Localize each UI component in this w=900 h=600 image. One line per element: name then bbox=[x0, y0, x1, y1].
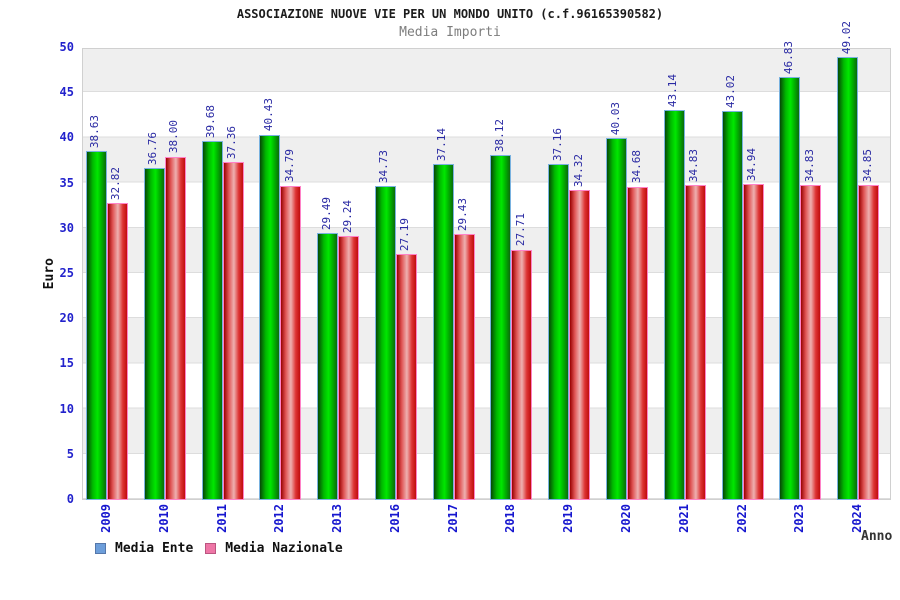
media-nazionale-swatch-icon bbox=[205, 543, 217, 554]
value-label-media-ente-2011: 39.68 bbox=[204, 105, 217, 139]
bar-media-nazionale-2018 bbox=[511, 249, 533, 500]
x-tick-2012: 2012 bbox=[272, 504, 287, 533]
value-label-media-nazionale-2024: 34.85 bbox=[860, 148, 874, 182]
bar-media-ente-2022 bbox=[721, 111, 743, 500]
y-tick-10: 10 bbox=[59, 401, 74, 416]
bar-media-nazionale-2021 bbox=[684, 185, 706, 500]
legend-item-media-ente: Media Ente bbox=[95, 541, 193, 556]
bar-media-nazionale-2019 bbox=[569, 189, 591, 500]
value-label-media-ente-2022: 43.02 bbox=[724, 74, 737, 109]
x-tick-2011: 2011 bbox=[214, 504, 229, 533]
bar-media-ente-2017 bbox=[432, 164, 454, 500]
bar-media-ente-2012 bbox=[259, 134, 281, 500]
value-label-media-nazionale-2013: 29.24 bbox=[340, 199, 354, 233]
bar-media-ente-2016 bbox=[374, 186, 396, 500]
x-tick-2009: 2009 bbox=[98, 504, 113, 533]
y-tick-45: 45 bbox=[59, 85, 74, 100]
bar-media-nazionale-2012 bbox=[280, 185, 302, 500]
value-label-media-nazionale-2022: 34.94 bbox=[745, 147, 758, 182]
x-tick-2013: 2013 bbox=[330, 504, 344, 533]
x-tick-2016: 2016 bbox=[387, 504, 402, 533]
y-tick-35: 35 bbox=[59, 175, 74, 190]
x-tick-2023: 2023 bbox=[792, 504, 807, 533]
bar-media-nazionale-2013 bbox=[338, 235, 359, 500]
bar-media-nazionale-2024 bbox=[858, 185, 880, 500]
value-label-media-ente-2009: 38.63 bbox=[88, 114, 102, 148]
legend-label: Media Ente bbox=[115, 541, 194, 556]
value-label-media-ente-2019: 37.16 bbox=[550, 127, 564, 162]
x-tick-2021: 2021 bbox=[676, 504, 691, 533]
media-ente-swatch-icon bbox=[95, 543, 106, 554]
x-tick-2010: 2010 bbox=[156, 504, 171, 533]
bar-media-nazionale-2017 bbox=[453, 234, 475, 500]
y-tick-50: 50 bbox=[59, 40, 74, 54]
value-label-media-ente-2010: 36.76 bbox=[146, 131, 160, 165]
bar-media-ente-2024 bbox=[837, 56, 859, 500]
x-tick-2020: 2020 bbox=[619, 504, 633, 533]
bar-media-nazionale-2009 bbox=[106, 203, 128, 500]
value-label-media-ente-2017: 37.14 bbox=[435, 128, 449, 162]
value-label-media-ente-2023: 46.83 bbox=[781, 40, 795, 74]
bar-media-nazionale-2010 bbox=[164, 156, 186, 500]
legend-item-media-nazionale: Media Nazionale bbox=[205, 541, 343, 556]
bar-media-ente-2011 bbox=[201, 141, 223, 500]
value-label-media-nazionale-2019: 34.32 bbox=[571, 153, 585, 187]
value-label-media-ente-2021: 43.14 bbox=[666, 73, 680, 107]
bar-media-ente-2009 bbox=[85, 150, 107, 500]
value-label-media-nazionale-2021: 34.83 bbox=[687, 148, 701, 183]
y-axis-label: Euro bbox=[42, 258, 57, 290]
chart-title: ASSOCIAZIONE NUOVE VIE PER UN MONDO UNIT… bbox=[236, 7, 664, 21]
value-label-media-nazionale-2010: 38.00 bbox=[167, 120, 181, 154]
x-tick-2017: 2017 bbox=[445, 504, 460, 533]
value-label-media-ente-2016: 34.73 bbox=[377, 149, 391, 183]
legend-label: Media Nazionale bbox=[225, 541, 343, 556]
bar-media-nazionale-2022 bbox=[742, 184, 764, 500]
value-label-media-nazionale-2017: 29.43 bbox=[456, 197, 470, 231]
value-label-media-nazionale-2009: 32.82 bbox=[109, 167, 123, 201]
value-label-media-ente-2024: 49.02 bbox=[839, 20, 853, 54]
bar-media-nazionale-2020 bbox=[627, 186, 648, 500]
x-tick-2022: 2022 bbox=[734, 504, 749, 533]
y-tick-40: 40 bbox=[59, 130, 74, 145]
bar-media-nazionale-2016 bbox=[395, 254, 417, 500]
bar-media-nazionale-2023 bbox=[800, 185, 822, 500]
value-label-media-nazionale-2012: 34.79 bbox=[282, 149, 296, 183]
x-tick-2018: 2018 bbox=[503, 504, 518, 533]
value-label-media-nazionale-2011: 37.36 bbox=[225, 126, 238, 160]
y-tick-30: 30 bbox=[59, 220, 74, 235]
y-tick-15: 15 bbox=[59, 356, 74, 371]
value-label-media-nazionale-2023: 34.83 bbox=[802, 148, 816, 183]
bar-media-ente-2013 bbox=[317, 233, 338, 500]
legend: Media Ente Media Nazionale bbox=[95, 541, 343, 556]
chart-subtitle: Media Importi bbox=[399, 25, 501, 40]
x-axis-label: Anno bbox=[861, 529, 893, 544]
bar-media-ente-2023 bbox=[779, 76, 801, 500]
y-tick-0: 0 bbox=[66, 492, 74, 506]
bar-media-nazionale-2011 bbox=[222, 162, 244, 500]
y-tick-20: 20 bbox=[59, 311, 74, 326]
y-tick-25: 25 bbox=[59, 266, 74, 280]
bar-media-ente-2018 bbox=[490, 155, 512, 500]
x-tick-2019: 2019 bbox=[561, 504, 576, 533]
value-label-media-ente-2020: 40.03 bbox=[608, 101, 622, 136]
value-label-media-ente-2012: 40.43 bbox=[261, 98, 275, 132]
value-label-media-nazionale-2020: 34.68 bbox=[629, 150, 643, 184]
value-label-media-ente-2018: 38.12 bbox=[492, 119, 506, 153]
bar-media-ente-2021 bbox=[663, 110, 685, 500]
bar-media-ente-2019 bbox=[548, 164, 570, 500]
bar-media-ente-2010 bbox=[143, 167, 165, 500]
bar-media-ente-2020 bbox=[606, 138, 627, 500]
value-label-media-nazionale-2018: 27.71 bbox=[513, 213, 527, 247]
y-tick-5: 5 bbox=[66, 446, 74, 461]
value-label-media-ente-2013: 29.49 bbox=[319, 197, 333, 231]
value-label-media-nazionale-2016: 27.19 bbox=[398, 218, 412, 252]
